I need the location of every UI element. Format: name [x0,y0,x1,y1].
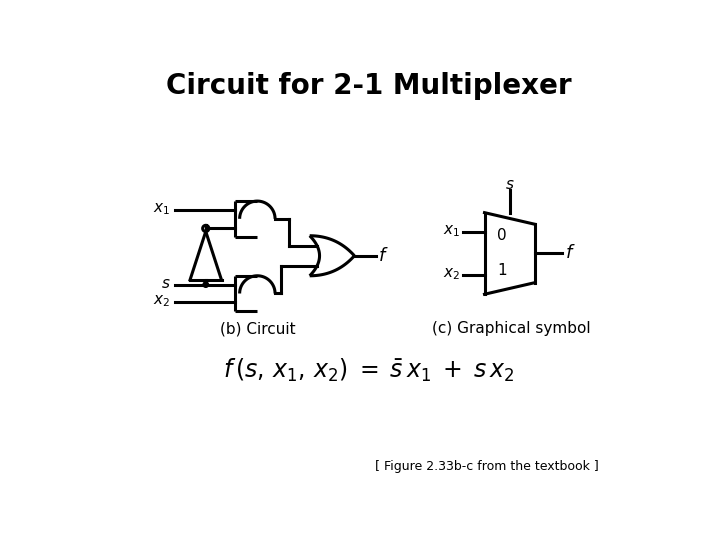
Text: Circuit for 2-1 Multiplexer: Circuit for 2-1 Multiplexer [166,72,572,99]
Text: 1: 1 [498,263,507,278]
Text: $f\,(s,\, x_1,\, x_2)\;=\;\bar{s}\,x_1\;+\;s\,x_2$: $f\,(s,\, x_1,\, x_2)\;=\;\bar{s}\,x_1\;… [223,357,515,384]
Text: $s$: $s$ [161,276,171,292]
Text: $x_1$: $x_1$ [443,223,460,239]
Text: (b) Circuit: (b) Circuit [220,321,295,336]
Text: $x_1$: $x_1$ [153,201,171,217]
Text: $f$: $f$ [378,247,389,265]
Text: $x_2$: $x_2$ [153,294,171,309]
Text: $f$: $f$ [564,245,575,262]
Text: $s$: $s$ [505,178,514,192]
Text: [ Figure 2.33b-c from the textbook ]: [ Figure 2.33b-c from the textbook ] [374,460,598,473]
Text: (c) Graphical symbol: (c) Graphical symbol [432,321,591,336]
Text: $x_2$: $x_2$ [443,266,460,282]
Text: 0: 0 [498,228,507,243]
Circle shape [203,282,209,287]
